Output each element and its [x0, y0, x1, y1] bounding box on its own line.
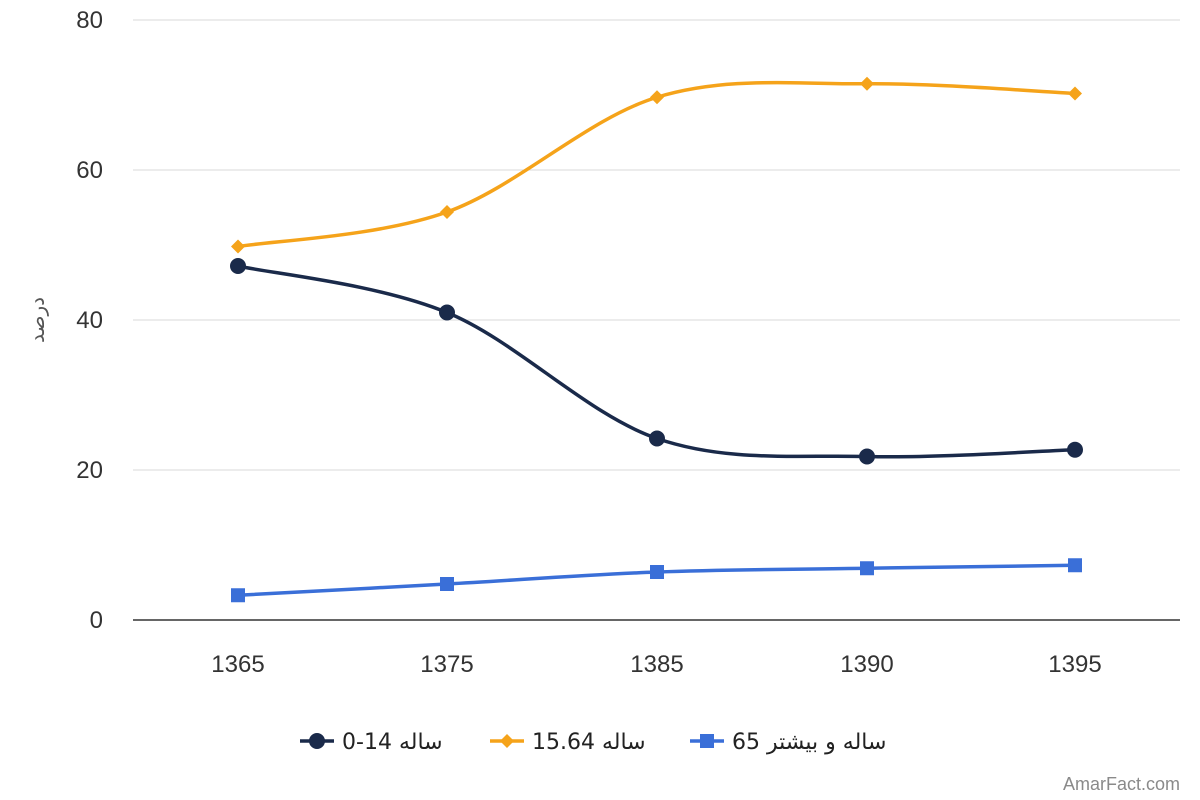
legend-label: ساله 14-0: [342, 730, 443, 755]
data-point-circle[interactable]: [439, 304, 455, 321]
x-tick-label: 1390: [840, 651, 893, 678]
data-point-diamond[interactable]: [440, 205, 454, 219]
series-2: [231, 76, 1082, 254]
data-point-square[interactable]: [860, 561, 874, 576]
legend-label: ساله 15.64: [532, 730, 646, 755]
x-tick-label: 1395: [1048, 651, 1101, 678]
legend-label: ساله و بیشتر 65: [732, 730, 886, 755]
x-tick-label: 1385: [630, 651, 683, 678]
data-point-diamond[interactable]: [860, 76, 874, 91]
y-tick-label: 0: [90, 607, 103, 634]
series-3: [231, 558, 1082, 603]
legend-marker[interactable]: [700, 734, 714, 748]
data-point-circle[interactable]: [230, 258, 246, 274]
y-tick-label: 80: [76, 7, 103, 34]
x-tick-label: 1365: [211, 651, 264, 678]
series-line: [236, 80, 1077, 249]
data-point-diamond[interactable]: [231, 239, 245, 254]
axes: 0 20 40 60 80 1365 1375 1385 1390 1395 درصد: [25, 7, 1180, 678]
series-line: [236, 264, 1077, 459]
series-group: [230, 76, 1083, 603]
series-1: [230, 258, 1083, 465]
data-point-square[interactable]: [1068, 558, 1082, 573]
legend[interactable]: ساله 14-0 ساله 15.64 ساله و بیشتر 65: [300, 730, 886, 755]
data-point-square[interactable]: [440, 577, 454, 591]
legend-marker[interactable]: [309, 733, 325, 749]
legend-item[interactable]: ساله و بیشتر 65: [690, 730, 886, 755]
grid-lines: [133, 19, 1180, 471]
y-tick-label: 20: [76, 457, 103, 484]
y-tick-label: 40: [76, 307, 103, 334]
data-point-circle[interactable]: [649, 430, 665, 447]
x-tick-label: 1375: [420, 651, 473, 678]
data-point-circle[interactable]: [859, 448, 875, 465]
data-point-diamond[interactable]: [650, 90, 664, 105]
legend-item[interactable]: ساله 14-0: [300, 730, 443, 755]
y-axis-label: درصد: [25, 297, 49, 343]
data-point-diamond[interactable]: [1068, 86, 1082, 101]
watermark: AmarFact.com: [1063, 774, 1180, 794]
data-point-square[interactable]: [231, 588, 245, 603]
y-tick-label: 60: [76, 157, 103, 184]
legend-item[interactable]: ساله 15.64: [490, 730, 646, 755]
data-point-circle[interactable]: [1067, 441, 1083, 458]
data-point-square[interactable]: [650, 565, 664, 579]
legend-marker[interactable]: [500, 734, 514, 748]
